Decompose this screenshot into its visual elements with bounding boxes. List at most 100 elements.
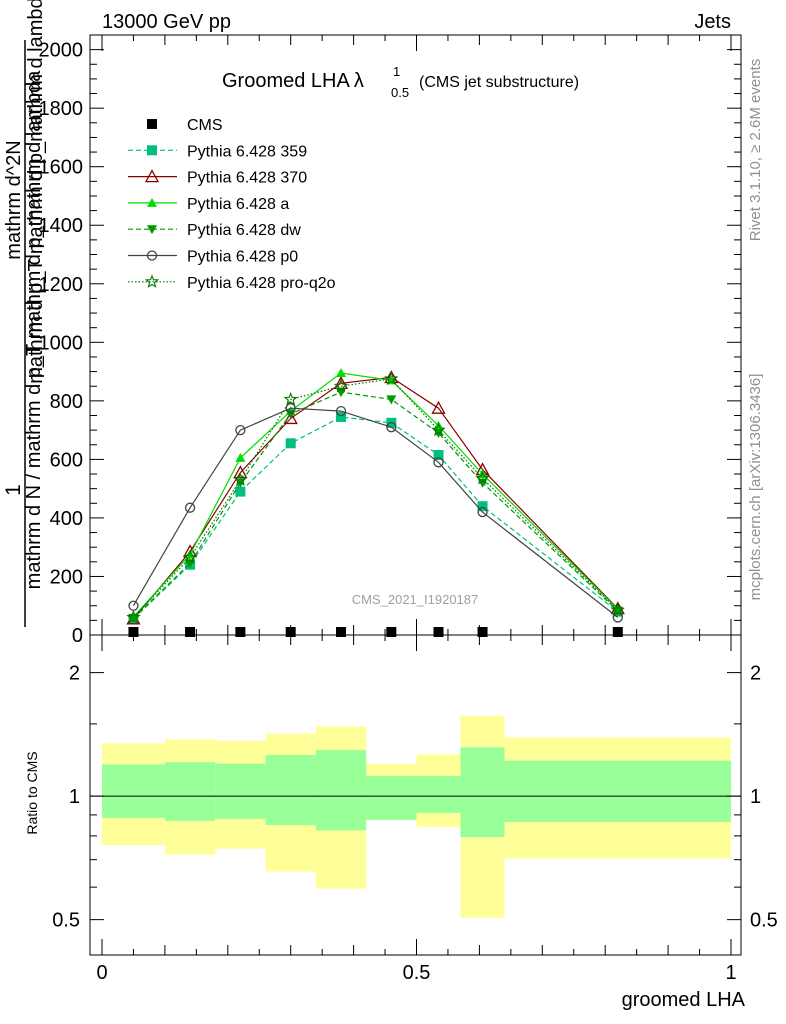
y-tick-label: 2000 bbox=[39, 40, 84, 62]
y-tick-label: 1200 bbox=[39, 274, 84, 296]
y-tick-label: 1400 bbox=[39, 215, 84, 237]
data-point-cms bbox=[336, 627, 347, 637]
data-point-p370 bbox=[431, 400, 446, 414]
data-point-pq2o bbox=[233, 472, 248, 486]
data-point-p359 bbox=[433, 450, 444, 460]
data-point-pp0 bbox=[335, 405, 347, 417]
header-right: Jets bbox=[694, 11, 731, 33]
y-axis-label: 1 mathrm d N / mathrm d p_T mathrm d p_m… bbox=[2, 0, 47, 627]
series-line-pdw bbox=[132, 391, 619, 619]
ratio-band-inner bbox=[265, 754, 316, 826]
data-point-p359 bbox=[336, 411, 347, 422]
legend-label-pp0: Pythia 6.428 p0 bbox=[187, 249, 298, 266]
main-series-layer bbox=[126, 368, 625, 637]
legend-label-p370: Pythia 6.428 370 bbox=[187, 170, 307, 187]
title-note: (CMS jet substructure) bbox=[419, 74, 579, 91]
ratio-y-tick-label: 1 bbox=[69, 786, 80, 808]
data-point-p359 bbox=[285, 438, 296, 449]
y-tick-label: 0 bbox=[72, 625, 83, 647]
data-point-p370 bbox=[233, 465, 248, 479]
legend-marker-p370 bbox=[144, 169, 160, 183]
data-point-pq2o bbox=[126, 609, 141, 624]
series-line-p359 bbox=[132, 416, 619, 620]
data-point-pq2o bbox=[431, 422, 446, 437]
data-point-pq2o bbox=[384, 371, 399, 386]
y-tick-label: 1600 bbox=[39, 157, 84, 179]
title-text: Groomed LHA bbox=[222, 70, 350, 92]
y-label-numerator-2: mathrm d^2N bbox=[3, 140, 25, 259]
ratio-band-inner bbox=[366, 775, 417, 820]
data-point-pq2o bbox=[283, 391, 298, 406]
series-line-pq2o bbox=[132, 378, 619, 618]
y-tick-label: 1800 bbox=[39, 98, 84, 120]
data-point-pq2o bbox=[182, 549, 198, 564]
x-tick-label: 1 bbox=[725, 962, 736, 984]
legend-label-pdw: Pythia 6.428 dw bbox=[187, 222, 301, 239]
legend-marker-pp0 bbox=[146, 250, 158, 261]
ratio-band-inner bbox=[416, 775, 461, 813]
x-tick-label: 0 bbox=[96, 962, 107, 984]
data-point-pp0 bbox=[235, 424, 246, 436]
legend-marker-cms bbox=[147, 119, 157, 129]
legend-marker-p359 bbox=[147, 145, 157, 156]
data-point-pa bbox=[185, 549, 196, 559]
legend-label-pq2o: Pythia 6.428 pro-q2o bbox=[187, 275, 336, 292]
data-point-pdw bbox=[386, 395, 397, 405]
data-point-pp0 bbox=[386, 422, 397, 433]
watermark: CMS_2021_I1920187 bbox=[352, 592, 479, 607]
ratio-band-inner bbox=[315, 750, 367, 831]
data-point-cms bbox=[612, 627, 623, 637]
data-point-cms bbox=[235, 627, 246, 637]
plot-title: Groomed LHA λ 1 0.5 (CMS jet substructure… bbox=[222, 64, 579, 100]
y-tick-label: 600 bbox=[50, 449, 83, 471]
ratio-y-tick-label: 0.5 bbox=[52, 910, 80, 932]
y-tick-label: 800 bbox=[50, 391, 83, 413]
data-point-pp0 bbox=[128, 600, 139, 611]
y-tick-label: 1000 bbox=[39, 332, 84, 354]
ratio-band-inner bbox=[164, 762, 216, 821]
data-point-pq2o bbox=[610, 602, 625, 617]
ratio-y-tick-label: 2 bbox=[69, 663, 80, 685]
legend-marker-pa bbox=[147, 197, 157, 207]
data-point-pa bbox=[336, 368, 347, 378]
ratio-band-inner bbox=[504, 760, 731, 822]
data-point-pp0 bbox=[433, 457, 444, 468]
y-label-numerator: 1 bbox=[2, 484, 25, 496]
legend-label-cms: CMS bbox=[187, 117, 223, 134]
data-point-pdw bbox=[128, 614, 139, 624]
data-point-cms bbox=[185, 627, 196, 637]
axes-layer: 0 200 400 600 800 1000 1200 1400 1600 1800 2000 0 0.… bbox=[39, 34, 778, 984]
ratio-y-label: Ratio to CMS bbox=[24, 751, 40, 834]
title-subscript: 0.5 bbox=[391, 85, 409, 100]
ratio-band-inner bbox=[102, 764, 165, 818]
data-point-pdw bbox=[612, 607, 623, 616]
data-point-pq2o bbox=[333, 378, 349, 393]
data-point-pp0 bbox=[184, 502, 196, 513]
data-point-cms bbox=[433, 627, 444, 637]
ratio-error-bands bbox=[90, 715, 741, 918]
ratio-band-inner bbox=[215, 763, 266, 819]
ratio-y-tick-label-right: 1 bbox=[750, 786, 761, 808]
ratio-y-tick-label-right: 0.5 bbox=[750, 910, 778, 932]
ratio-band-inner bbox=[460, 747, 505, 838]
data-point-pa bbox=[386, 375, 397, 385]
legend-marker-pdw bbox=[147, 225, 157, 235]
title-symbol: λ bbox=[354, 70, 364, 92]
y-label-denominator-2: mathrm d p_T mathrm d p_mathrm d lambda bbox=[25, 0, 47, 384]
series-line-pp0 bbox=[132, 407, 619, 618]
data-point-p370 bbox=[283, 411, 298, 425]
data-point-pp0 bbox=[285, 403, 296, 414]
legend-label-pa: Pythia 6.428 a bbox=[187, 196, 289, 213]
series-line-p370 bbox=[132, 376, 619, 620]
x-axis-label: groomed LHA bbox=[622, 989, 746, 1011]
y-tick-label: 200 bbox=[50, 566, 83, 588]
data-point-pq2o bbox=[475, 470, 490, 485]
legend-marker-pq2o bbox=[144, 274, 160, 288]
ratio-frame bbox=[89, 634, 742, 956]
title-superscript: 1 bbox=[393, 64, 400, 79]
data-point-p359 bbox=[235, 486, 246, 497]
data-point-p359 bbox=[477, 501, 488, 512]
legend: CMS Pythia 6.428 359 Pythia 6.428 370 Pythi… bbox=[128, 117, 336, 292]
